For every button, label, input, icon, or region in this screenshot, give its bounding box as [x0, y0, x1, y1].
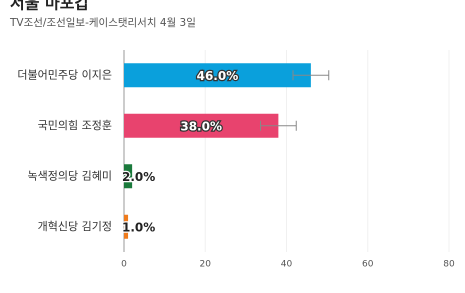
- y-tick-label: 녹색정의당 김혜미: [28, 169, 112, 182]
- x-tick-label: 80: [443, 260, 455, 270]
- value-label: 38.0%: [180, 119, 222, 133]
- y-tick-label: 국민의힘 조정훈: [38, 119, 112, 132]
- bar: [124, 164, 133, 189]
- x-tick-label: 0: [121, 260, 127, 270]
- x-tick-label: 60: [362, 260, 374, 270]
- value-label: 46.0%: [197, 69, 239, 83]
- bar: [124, 63, 311, 88]
- bar: [124, 113, 279, 138]
- value-label: 2.0%: [122, 170, 155, 184]
- value-label: 1.0%: [122, 220, 155, 234]
- x-tick-label: 20: [200, 260, 212, 270]
- y-tick-label: 개혁신당 김기정: [38, 220, 112, 233]
- y-tick-label: 더불어민주당 이지은: [17, 68, 112, 81]
- chart-subtitle: TV조선/조선일보-케이스탯리서치 4월 3일: [9, 16, 196, 29]
- chart-title: 서울 마포갑: [10, 0, 89, 13]
- bar: [124, 214, 129, 239]
- x-tick-label: 40: [281, 260, 293, 270]
